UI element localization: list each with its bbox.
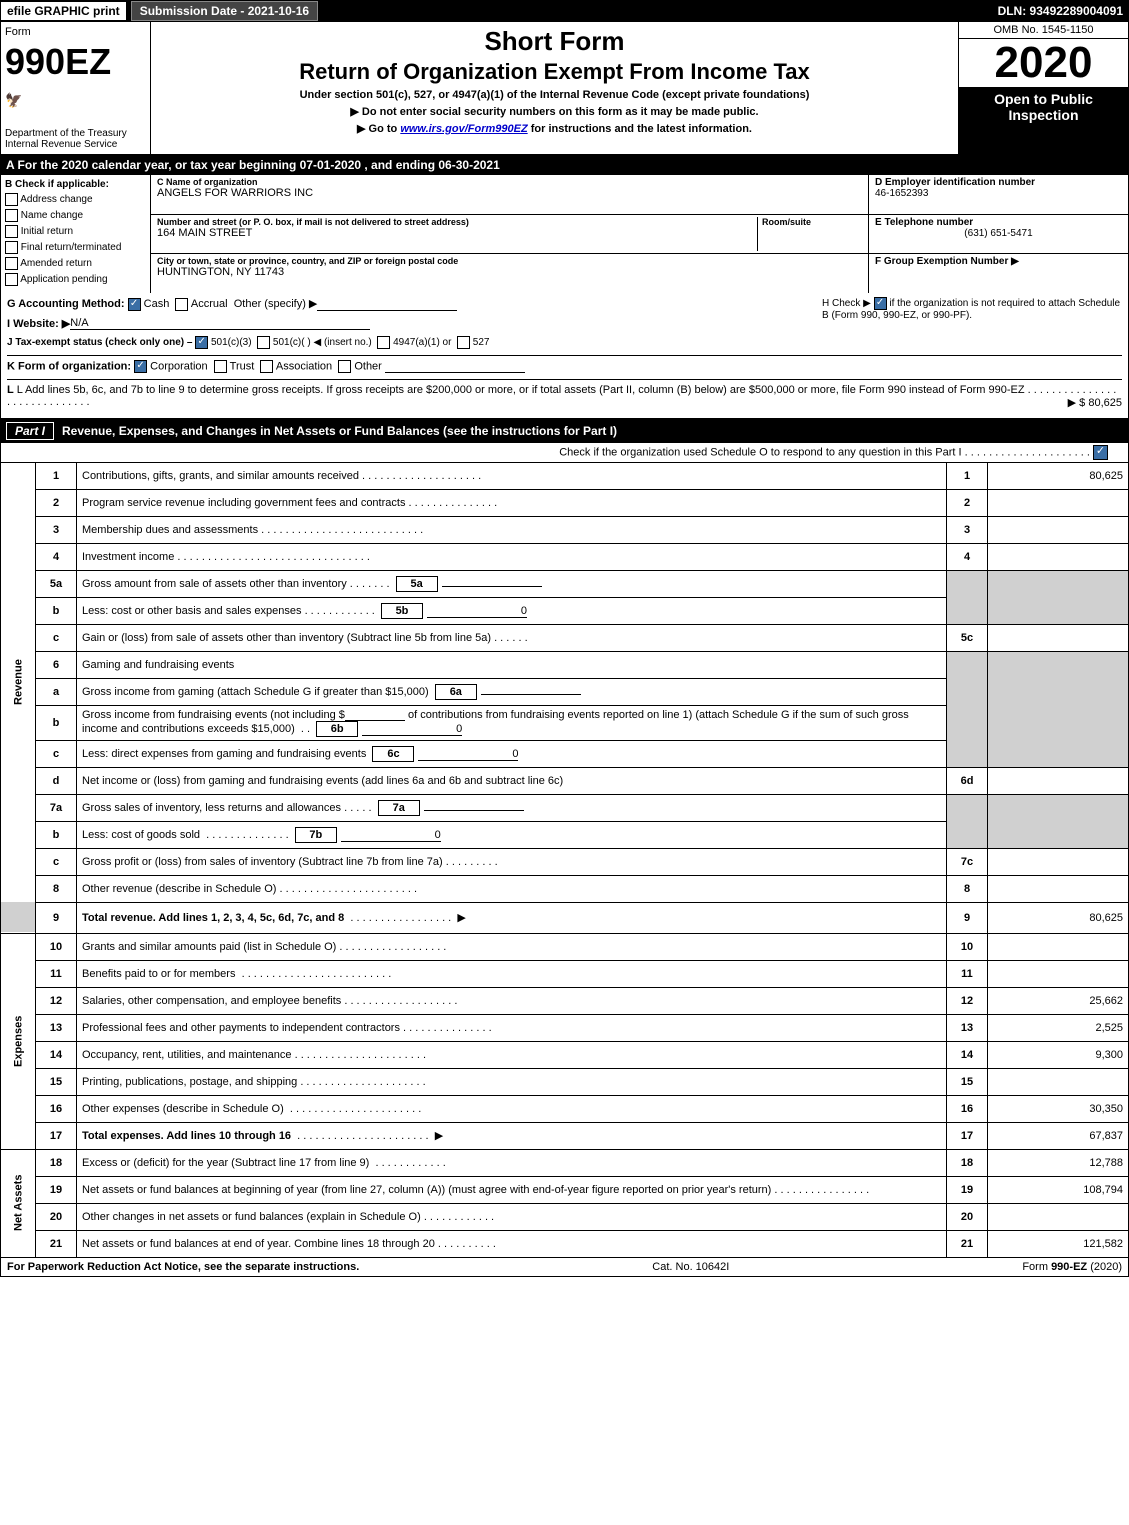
part1-header: Part I Revenue, Expenses, and Changes in…	[0, 419, 1129, 443]
checkbox-cash[interactable]: ✓	[128, 298, 141, 311]
line-k: K Form of organization: ✓ Corporation Tr…	[7, 355, 1122, 373]
department-label: Department of the Treasury	[5, 128, 146, 139]
c-label: C Name of organization	[157, 177, 862, 187]
org-info-grid: B Check if applicable: Address change Na…	[0, 175, 1129, 293]
form-footer: Form 990-EZ (2020)	[1022, 1261, 1122, 1273]
line-g: G Accounting Method: ✓ Cash Accrual Othe…	[7, 297, 782, 311]
gross-receipts: ▶ $ 80,625	[1068, 396, 1122, 409]
line-h: H Check ▶ ✓ if the organization is not r…	[822, 297, 1122, 355]
checkbox-schedule-o[interactable]: ✓	[1093, 445, 1108, 460]
expenses-side-label: Expenses	[1, 933, 36, 1149]
line-j: J Tax-exempt status (check only one) – ✓…	[7, 336, 782, 349]
checkbox-initial[interactable]	[5, 225, 18, 238]
checkbox-application[interactable]	[5, 273, 18, 286]
short-form-title: Short Form	[159, 26, 950, 57]
irs-link[interactable]: www.irs.gov/Form990EZ	[400, 123, 527, 135]
title-box: Short Form Return of Organization Exempt…	[151, 22, 958, 154]
main-title: Return of Organization Exempt From Incom…	[159, 59, 950, 85]
checkbox-address[interactable]	[5, 193, 18, 206]
top-bar: efile GRAPHIC print Submission Date - 20…	[0, 0, 1129, 22]
d-label: D Employer identification number	[875, 177, 1122, 188]
page-footer: For Paperwork Reduction Act Notice, see …	[0, 1258, 1129, 1277]
omb-number: OMB No. 1545-1150	[959, 22, 1128, 39]
section-d-e-f: D Employer identification number 46-1652…	[868, 175, 1128, 293]
open-to-public: Open to Public Inspection	[959, 87, 1128, 154]
e-label: E Telephone number	[875, 217, 1122, 228]
line-l: L L Add lines 5b, 6c, and 7b to line 9 t…	[7, 379, 1122, 408]
irs-eagle-icon: 🦅	[5, 92, 22, 109]
f-label: F Group Exemption Number ▶	[875, 256, 1122, 267]
section-c-org: C Name of organization ANGELS FOR WARRIO…	[151, 175, 868, 293]
tax-year: 2020	[959, 39, 1128, 87]
ein-value: 46-1652393	[875, 188, 1122, 199]
pra-notice: For Paperwork Reduction Act Notice, see …	[7, 1261, 359, 1273]
right-header-box: OMB No. 1545-1150 2020 Open to Public In…	[958, 22, 1128, 154]
ssn-warning: ▶ Do not enter social security numbers o…	[159, 105, 950, 118]
line-i: I Website: ▶N/A	[7, 317, 782, 330]
checkbox-assoc[interactable]	[260, 360, 273, 373]
checkbox-trust[interactable]	[214, 360, 227, 373]
goto-line: ▶ Go to www.irs.gov/Form990EZ for instru…	[159, 122, 950, 135]
b-label: B Check if applicable:	[5, 179, 146, 190]
dln-label: DLN: 93492289004091	[998, 4, 1129, 18]
ln-1: 1	[36, 462, 77, 489]
amt-1: 80,625	[988, 462, 1129, 489]
checkbox-501c3[interactable]: ✓	[195, 336, 208, 349]
part1-title: Revenue, Expenses, and Changes in Net As…	[62, 424, 617, 438]
city-label: City or town, state or province, country…	[157, 256, 862, 266]
lines-table: Revenue 1 Contributions, gifts, grants, …	[0, 462, 1129, 1258]
room-label: Room/suite	[762, 217, 862, 227]
form-header: Form 990EZ 🦅 Department of the Treasury …	[0, 22, 1129, 155]
checkbox-other-org[interactable]	[338, 360, 351, 373]
street-label: Number and street (or P. O. box, if mail…	[157, 217, 757, 227]
revenue-side-label: Revenue	[1, 462, 36, 902]
checkbox-final[interactable]	[5, 241, 18, 254]
net-assets-side-label: Net Assets	[1, 1149, 36, 1257]
checkbox-501c[interactable]	[257, 336, 270, 349]
phone-value: (631) 651-5471	[875, 228, 1122, 239]
efile-print-button[interactable]: efile GRAPHIC print	[0, 1, 127, 21]
form-label: Form	[5, 26, 146, 38]
submission-date-button[interactable]: Submission Date - 2021-10-16	[131, 1, 318, 21]
nbox-1: 1	[947, 462, 988, 489]
under-section: Under section 501(c), 527, or 4947(a)(1)…	[159, 89, 950, 101]
part1-badge: Part I	[6, 422, 54, 440]
checkbox-accrual[interactable]	[175, 298, 188, 311]
checkbox-527[interactable]	[457, 336, 470, 349]
misc-section: G Accounting Method: ✓ Cash Accrual Othe…	[0, 293, 1129, 419]
form-number-box: Form 990EZ 🦅 Department of the Treasury …	[1, 22, 151, 154]
street-value: 164 MAIN STREET	[157, 227, 757, 239]
section-b-checkboxes: B Check if applicable: Address change Na…	[1, 175, 151, 293]
checkbox-4947[interactable]	[377, 336, 390, 349]
form-number: 990EZ	[5, 44, 146, 80]
tax-period-bar: A For the 2020 calendar year, or tax yea…	[0, 155, 1129, 175]
checkbox-h[interactable]: ✓	[874, 297, 887, 310]
website-value: N/A	[70, 317, 370, 330]
city-value: HUNTINGTON, NY 11743	[157, 266, 862, 278]
checkbox-amended[interactable]	[5, 257, 18, 270]
irs-label: Internal Revenue Service	[5, 139, 146, 150]
checkbox-corp[interactable]: ✓	[134, 360, 147, 373]
org-name: ANGELS FOR WARRIORS INC	[157, 187, 862, 199]
desc-1: Contributions, gifts, grants, and simila…	[77, 462, 947, 489]
part1-sub: Check if the organization used Schedule …	[0, 443, 1129, 462]
checkbox-name[interactable]	[5, 209, 18, 222]
catalog-number: Cat. No. 10642I	[652, 1261, 729, 1273]
